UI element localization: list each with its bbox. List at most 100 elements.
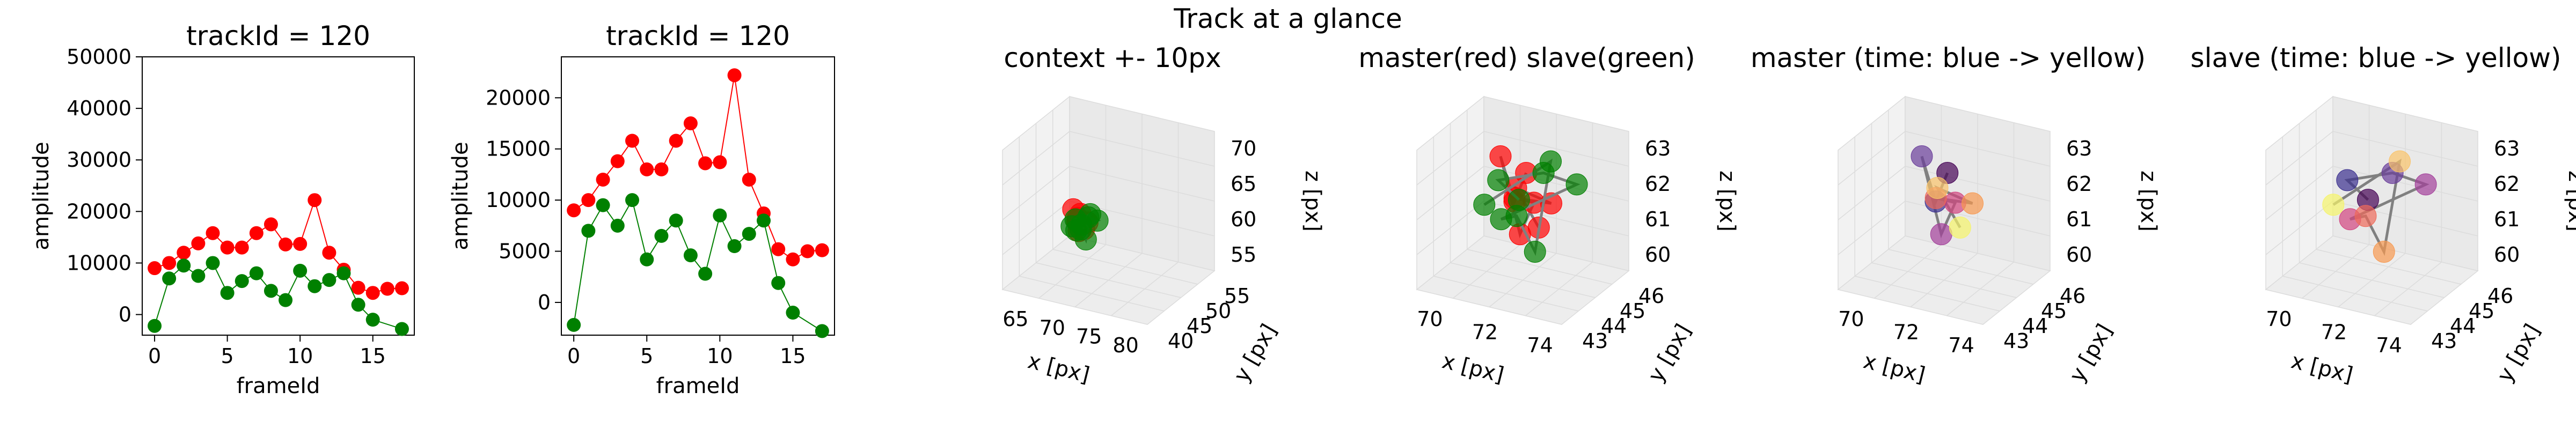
grid-line [1838,131,2051,186]
master-data-point [148,261,162,276]
y-tick-label: 0 [119,303,131,327]
y-tick-label: 46 [2060,284,2085,308]
grid-line [1038,105,1107,299]
y-tick-label: 50 [1205,299,1231,323]
x-tick-label: 70 [1040,316,1065,339]
grid-line [1433,137,1579,312]
y-tick-label: 50000 [67,45,131,69]
plot-frame [561,56,835,336]
figure-suptitle: Track at a glance [1173,3,1402,34]
grid-line [2302,105,2370,299]
slave-marker [2373,241,2395,263]
z-tick-label: 61 [1645,208,1671,231]
master-data-point [162,256,177,270]
slave-marker [2322,194,2345,216]
master-data-point [380,282,394,296]
grid-line [1525,122,1593,316]
slave-marker [1079,203,1101,225]
slave-data-point [640,252,654,267]
grid-line [1871,123,2017,298]
slave-data-point [596,198,610,212]
slave-data-point [683,248,698,263]
line-chart-2: 0 5 10 15 0 5000 10000 15000 20000 trackId = 120 f… [448,20,835,398]
z-tick-label: 63 [2066,137,2092,160]
slave-data-point [581,224,596,238]
slave-data-point [815,324,829,338]
master-data-point [669,134,683,148]
master-data-point [177,246,191,260]
master-data-point [815,243,829,257]
grid-line [2265,131,2478,186]
slave-data-point [162,271,177,286]
slave-data-point [249,266,264,280]
chart-title: master(red) slave(green) [1358,42,1695,73]
master-data-point [654,162,669,176]
slave-series-line [573,198,823,332]
master-data-point [191,236,206,250]
master-marker [1930,223,1952,246]
master-data-point [698,156,713,171]
x-tick-label: 0 [148,344,161,368]
slave-data-point [206,256,220,270]
z-tick-label: 63 [1645,137,1671,160]
master-data-point [322,246,336,260]
line-chart-1: 0 5 10 15 0 10000 20000 30000 40000 50000 trackId … [29,20,415,398]
grid-line [2316,110,2461,285]
master-data-point [625,134,640,148]
z-tick-label: 63 [2494,137,2520,160]
slave-marker [1473,194,1496,216]
slave-data-point [308,279,322,293]
z-axis-label: z [px] [2136,171,2161,232]
grid-line [1074,114,1143,308]
chart-title: slave (time: blue -> yellow) [2191,42,2562,73]
z-tick-label: 61 [2494,208,2520,231]
grid-line [1002,131,1215,186]
slave-data-point [177,258,191,273]
x-axis-label: frameId [237,374,320,398]
master-marker [1911,145,1933,167]
x-tick-label: 75 [1076,325,1102,349]
z-axis-label: z [px] [2564,171,2576,232]
grid-line [1019,137,1165,312]
master-data-point [293,236,308,251]
slave-series-line [154,262,402,330]
z-tick-label: 60 [1645,243,1671,267]
master-data-point [742,172,756,187]
slave-marker [2354,205,2377,227]
grid-line [1052,110,1198,285]
y-tick-label: 0 [538,291,551,314]
y-tick-label: 10000 [486,188,551,212]
slave-marker [2336,169,2359,191]
grid-line [1946,122,2015,316]
slave-data-point [394,322,409,336]
slave-data-point [625,193,640,208]
y-axis-label: y [px] [1643,320,1696,386]
master-data-point [394,281,409,295]
slave-marker [1505,205,1528,227]
grid-line [1838,166,2051,220]
x-tick-label: 72 [1472,321,1498,344]
master-data-point [610,154,625,168]
x-tick-label: 70 [2266,307,2292,331]
y-tick-label: 40000 [67,97,131,120]
master-data-point [365,286,380,300]
x-axis-label: x [px] [1861,349,1927,388]
master-data-point [235,240,249,255]
x-tick-label: 15 [360,344,386,368]
grid-line [1910,114,1978,308]
y-tick-label: 55 [1224,284,1250,308]
grid-line [1002,166,1215,220]
slave-data-point [669,213,683,228]
grid-line [1854,137,2000,312]
chart-title: master (time: blue -> yellow) [1751,42,2146,73]
y-axis-label: y [px] [1229,320,1282,386]
slave-data-point [322,273,336,287]
slave-marker [2389,150,2411,173]
master-data-point [800,244,815,258]
x-tick-label: 10 [707,344,733,368]
master-data-point [351,280,365,295]
master-marker [1962,192,1984,214]
